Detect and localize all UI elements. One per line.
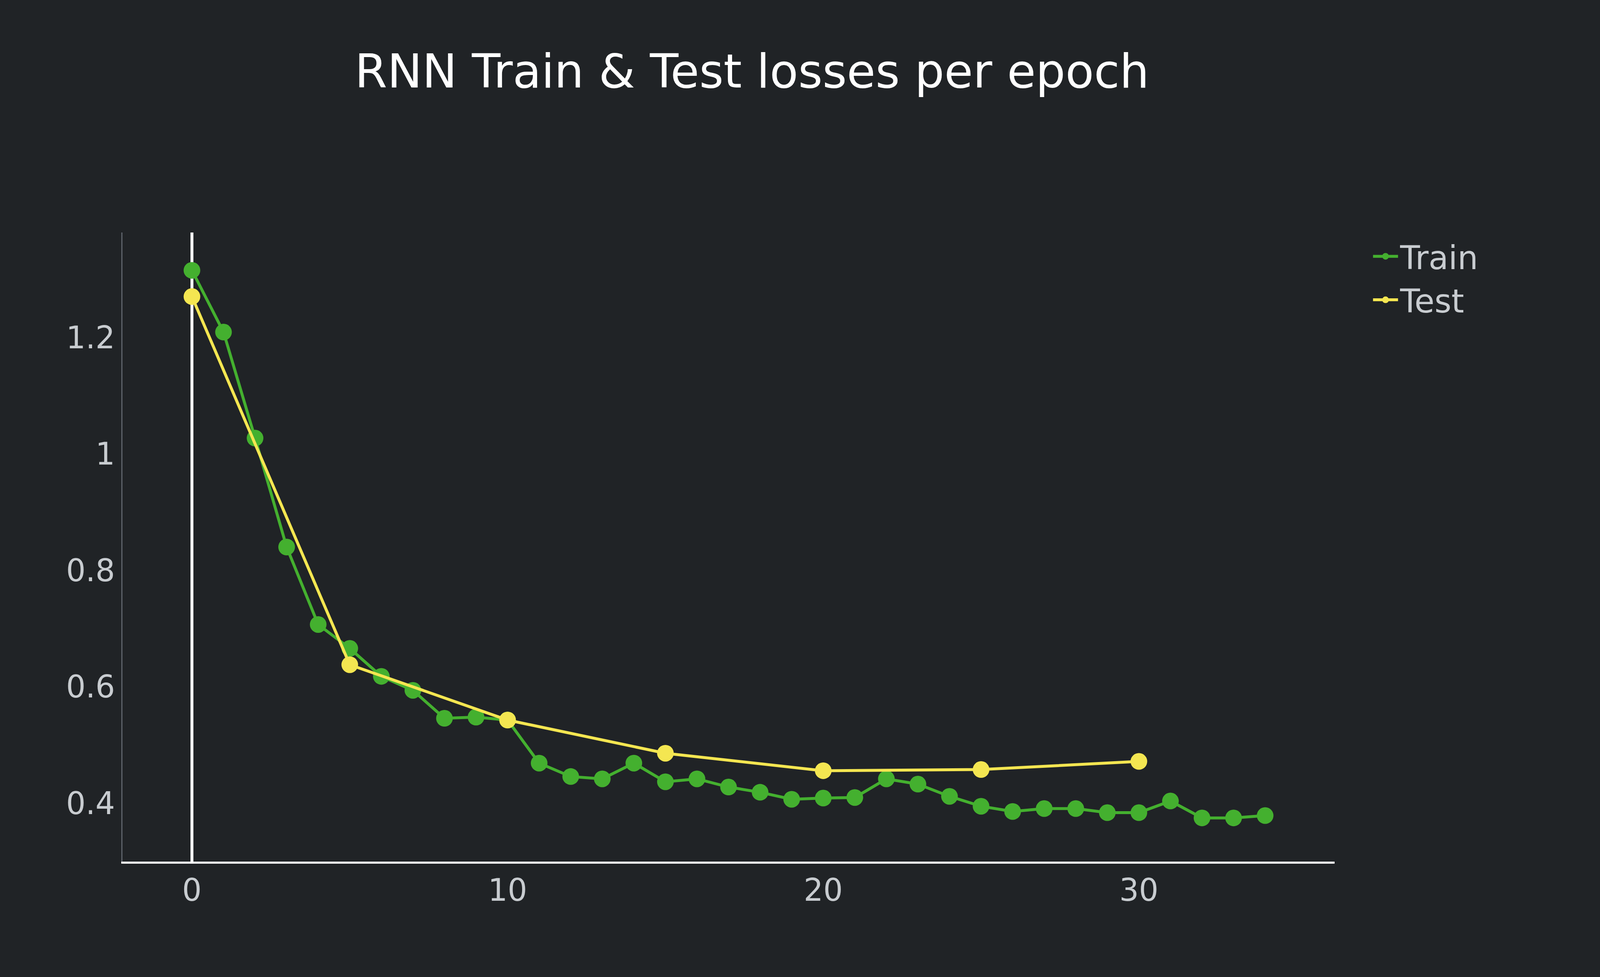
svg-text:1.2: 1.2 [66,319,116,356]
svg-text:30: 30 [1119,872,1159,908]
svg-text:1: 1 [95,435,115,472]
svg-text:RNN Train & Test losses per ep: RNN Train & Test losses per epoch [355,44,1150,99]
svg-text:0.8: 0.8 [66,552,116,589]
svg-text:0.4: 0.4 [66,785,116,822]
svg-text:20: 20 [803,872,843,908]
svg-text:Train: Train [1399,239,1478,277]
svg-text:Test: Test [1399,282,1465,320]
svg-text:10: 10 [487,872,528,908]
svg-text:0.6: 0.6 [66,668,116,705]
svg-text:0: 0 [182,872,202,908]
